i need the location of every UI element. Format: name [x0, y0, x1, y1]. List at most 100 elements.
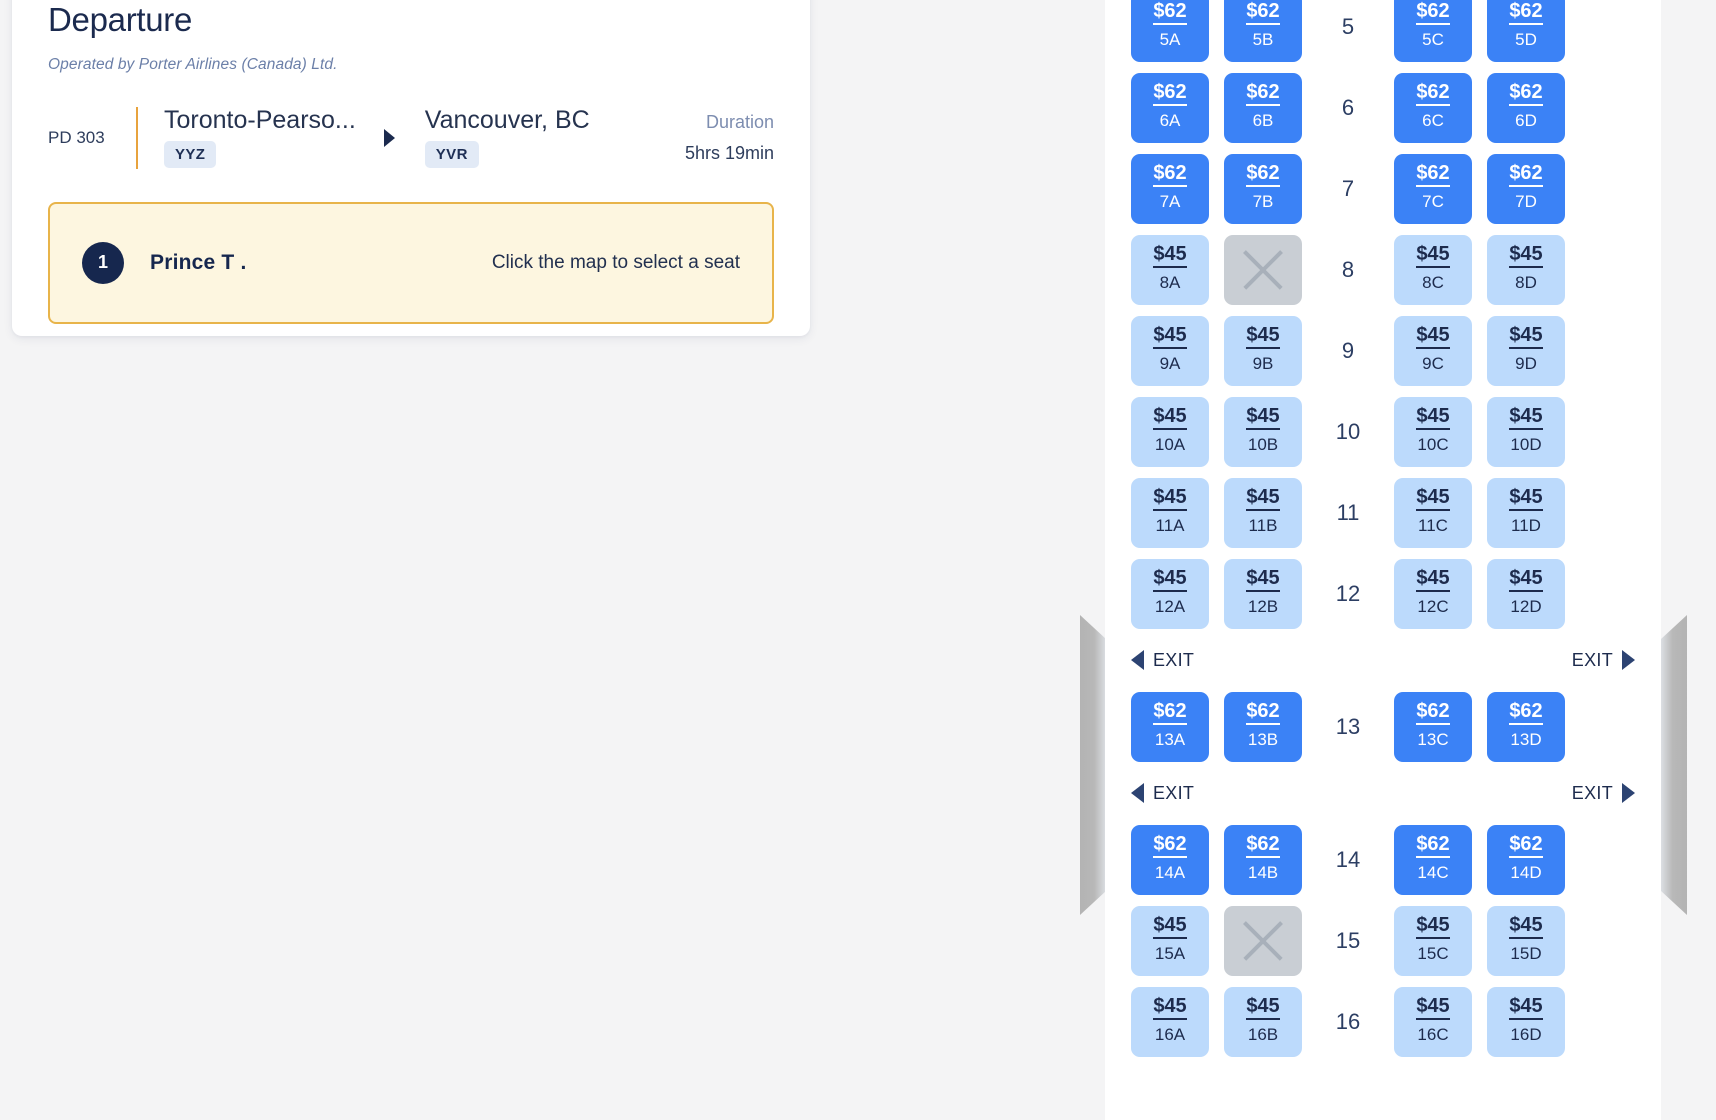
seat-label: 12C [1417, 596, 1449, 616]
seat-5A[interactable]: $62 5A [1131, 0, 1209, 62]
seat-label: 13D [1510, 729, 1542, 749]
seat-label: 14D [1510, 862, 1542, 882]
exit-arrow-left-icon [1131, 650, 1144, 670]
seat-8C[interactable]: $45 8C [1394, 234, 1472, 305]
seat-price: $62 [1246, 0, 1280, 25]
row-number-6: 6 [1341, 94, 1355, 120]
exit-marker-left: EXIT [1131, 783, 1194, 804]
seat-price: $62 [1153, 700, 1187, 725]
row-number-11: 11 [1336, 499, 1360, 525]
seat-price: $45 [1153, 486, 1187, 511]
row-number-7: 7 [1341, 175, 1355, 201]
seat-row-7: $62 7A $62 7B 7 $62 7C $62 7D [1131, 148, 1635, 229]
seat-15C[interactable]: $45 15C [1394, 905, 1472, 976]
seat-price: $45 [1153, 405, 1187, 430]
seat-price: $62 [1246, 162, 1280, 187]
seat-price: $45 [1509, 405, 1543, 430]
arrow-right-icon [383, 128, 395, 147]
seat-14A[interactable]: $62 14A [1131, 824, 1209, 895]
seat-price: $45 [1416, 405, 1450, 430]
seat-price: $62 [1509, 0, 1543, 25]
seat-price: $62 [1416, 162, 1450, 187]
seat-label: 8C [1422, 272, 1444, 292]
accent-divider [136, 106, 138, 169]
seat-label: 16D [1510, 1024, 1542, 1044]
seat-15A[interactable]: $45 15A [1131, 905, 1209, 976]
seat-13B[interactable]: $62 13B [1224, 691, 1302, 762]
exit-row: EXIT EXIT [1131, 634, 1635, 686]
duration-block: Duration 5hrs 19min [685, 112, 774, 164]
seat-13C[interactable]: $62 13C [1394, 691, 1472, 762]
seat-11A[interactable]: $45 11A [1131, 477, 1209, 548]
exit-marker-left: EXIT [1131, 650, 1194, 671]
seat-7D[interactable]: $62 7D [1487, 153, 1565, 224]
seat-map-panel[interactable]: $62 5A $62 5B 5 $62 5C $62 5D $62 6A $62 6B 6 $62 6C $62… [1105, 0, 1661, 1120]
exit-arrow-right-icon [1622, 783, 1635, 803]
seat-10A[interactable]: $45 10A [1131, 396, 1209, 467]
seat-label: 13A [1154, 729, 1186, 749]
row-number-16: 16 [1335, 1008, 1361, 1034]
seat-price: $45 [1153, 995, 1187, 1020]
seat-6D[interactable]: $62 6D [1487, 72, 1565, 143]
seat-9B[interactable]: $45 9B [1224, 315, 1302, 386]
seat-7B[interactable]: $62 7B [1224, 153, 1302, 224]
seat-8A[interactable]: $45 8A [1131, 234, 1209, 305]
seat-12D[interactable]: $45 12D [1487, 558, 1565, 629]
seat-13D[interactable]: $62 13D [1487, 691, 1565, 762]
seat-price: $45 [1509, 486, 1543, 511]
flight-number: PD 303 [48, 127, 105, 147]
seat-9A[interactable]: $45 9A [1131, 315, 1209, 386]
row-number-10: 10 [1335, 418, 1361, 444]
seat-10B[interactable]: $45 10B [1224, 396, 1302, 467]
seat-6A[interactable]: $62 6A [1131, 72, 1209, 143]
seat-11C[interactable]: $45 11C [1394, 477, 1472, 548]
seat-row-9: $45 9A $45 9B 9 $45 9C $45 9D [1131, 310, 1635, 391]
seat-12A[interactable]: $45 12A [1131, 558, 1209, 629]
seat-7A[interactable]: $62 7A [1131, 153, 1209, 224]
seat-14C[interactable]: $62 14C [1394, 824, 1472, 895]
origin-leg: Toronto-Pearso... YYZ [164, 105, 356, 169]
seat-5C[interactable]: $62 5C [1394, 0, 1472, 62]
exit-label: EXIT [1571, 782, 1613, 803]
seat-9D[interactable]: $45 9D [1487, 315, 1565, 386]
seat-7C[interactable]: $62 7C [1394, 153, 1472, 224]
seat-6B[interactable]: $62 6B [1224, 72, 1302, 143]
seat-10C[interactable]: $45 10C [1394, 396, 1472, 467]
seat-price: $62 [1246, 81, 1280, 106]
seat-15D[interactable]: $45 15D [1487, 905, 1565, 976]
seat-price: $45 [1153, 567, 1187, 592]
seat-11D[interactable]: $45 11D [1487, 477, 1565, 548]
seat-label: 5D [1515, 29, 1537, 49]
seat-16A[interactable]: $45 16A [1131, 986, 1209, 1057]
seat-16D[interactable]: $45 16D [1487, 986, 1565, 1057]
seat-label: 15A [1154, 943, 1186, 963]
seat-16C[interactable]: $45 16C [1394, 986, 1472, 1057]
seat-price: $45 [1246, 486, 1280, 511]
seat-5D[interactable]: $62 5D [1487, 0, 1565, 62]
seat-label: 10B [1247, 434, 1279, 454]
seat-5B[interactable]: $62 5B [1224, 0, 1302, 62]
seat-14D[interactable]: $62 14D [1487, 824, 1565, 895]
seat-price: $45 [1246, 405, 1280, 430]
seat-label: 5C [1422, 29, 1444, 49]
seat-8B: 8B [1224, 234, 1302, 305]
seat-9C[interactable]: $45 9C [1394, 315, 1472, 386]
seat-price: $62 [1416, 0, 1450, 25]
origin-city: Toronto-Pearso... [164, 105, 356, 134]
seat-14B[interactable]: $62 14B [1224, 824, 1302, 895]
exit-marker-right: EXIT [1572, 650, 1635, 671]
seat-label: 9D [1515, 353, 1537, 373]
seat-16B[interactable]: $45 16B [1224, 986, 1302, 1057]
seat-6C[interactable]: $62 6C [1394, 72, 1472, 143]
seat-8D[interactable]: $45 8D [1487, 234, 1565, 305]
seat-12C[interactable]: $45 12C [1394, 558, 1472, 629]
passenger-seat-selection-row[interactable]: 1 Prince T . Click the map to select a s… [48, 201, 774, 324]
seat-10D[interactable]: $45 10D [1487, 396, 1565, 467]
seat-12B[interactable]: $45 12B [1224, 558, 1302, 629]
aircraft-right-wing-icon [1661, 615, 1687, 915]
seat-price: $45 [1509, 914, 1543, 939]
seat-label: 5A [1159, 29, 1181, 49]
exit-row: EXIT EXIT [1131, 767, 1635, 819]
seat-11B[interactable]: $45 11B [1224, 477, 1302, 548]
seat-13A[interactable]: $62 13A [1131, 691, 1209, 762]
